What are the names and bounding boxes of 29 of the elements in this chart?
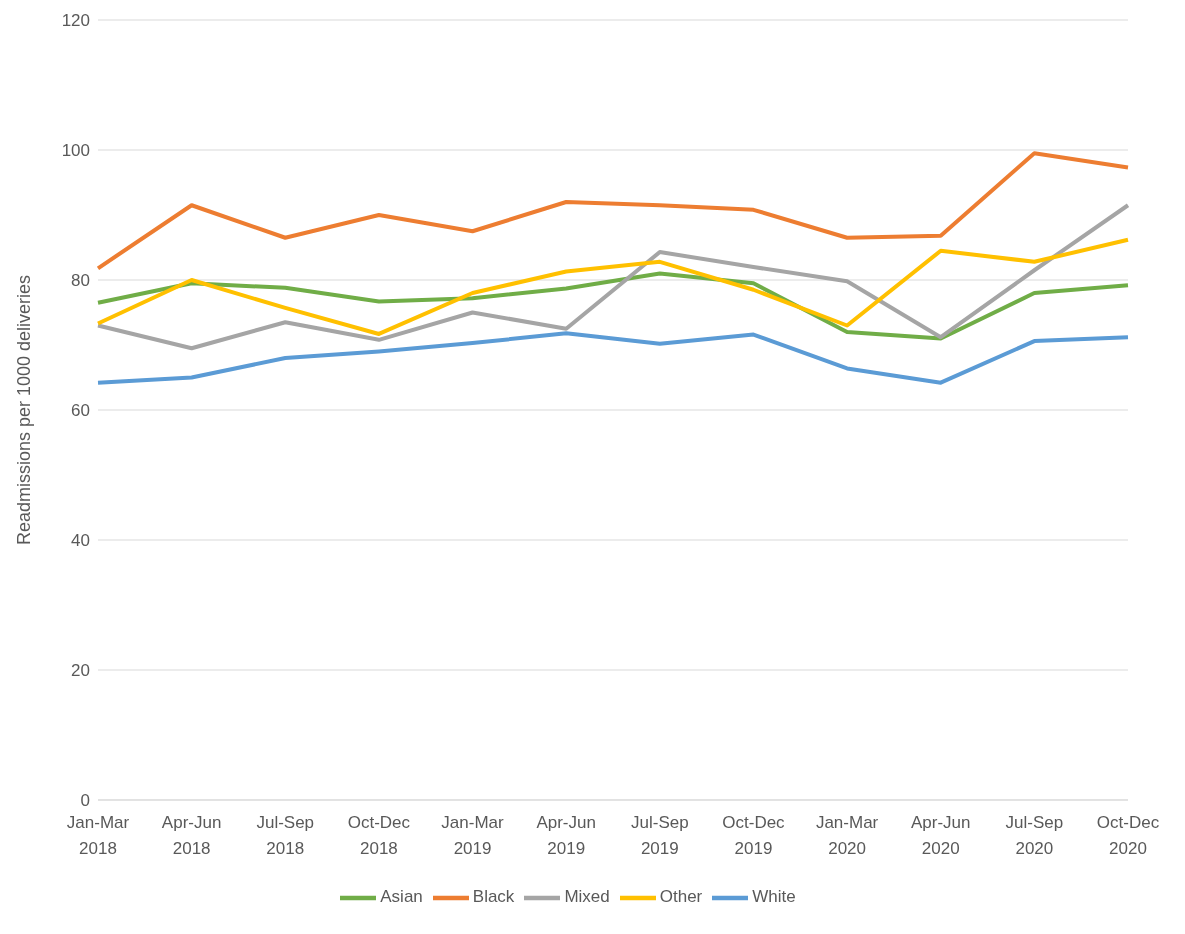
legend-label: Other [659, 887, 703, 907]
x-tick-label: Jan-Mar 2019 [441, 813, 505, 858]
y-axis-title: Readmissions per 1000 deliveries [14, 274, 35, 546]
x-tick-label: Jan-Mar 2020 [815, 813, 879, 858]
x-tick-label: Jul-Sep 2019 [631, 813, 689, 858]
y-tick-label: 20 [71, 661, 90, 681]
x-tick-label: Jul-Sep 2020 [1005, 813, 1064, 858]
line-series [96, 151, 1130, 271]
y-tick-label: 120 [61, 11, 90, 31]
x-tick-label: Oct-Dec 2018 [347, 813, 411, 858]
x-tick-label: Apr-Jun 2019 [536, 813, 596, 858]
x-tick-label: Jan-Mar 2018 [66, 813, 130, 858]
y-tick-label: 0 [80, 791, 90, 811]
x-tick-label: Apr-Jun 2020 [910, 813, 971, 858]
line-series [96, 331, 1130, 385]
y-tick-label: 40 [71, 531, 90, 551]
y-tick-label: 60 [71, 401, 90, 421]
line-series [96, 203, 1130, 351]
legend-label: White [752, 887, 796, 907]
legend-label: Black [472, 887, 515, 907]
x-tick-label: Jul-Sep 2018 [256, 813, 315, 858]
x-tick-label: Oct-Dec 2020 [1096, 813, 1160, 858]
y-tick-label: 80 [71, 271, 90, 291]
x-tick-label: Apr-Jun 2018 [161, 813, 222, 858]
x-tick-label: Oct-Dec 2019 [722, 813, 786, 858]
line-series [96, 237, 1130, 336]
legend-label: Mixed [564, 887, 610, 907]
legend-label: Asian [380, 887, 423, 907]
y-tick-label: 100 [61, 141, 90, 161]
